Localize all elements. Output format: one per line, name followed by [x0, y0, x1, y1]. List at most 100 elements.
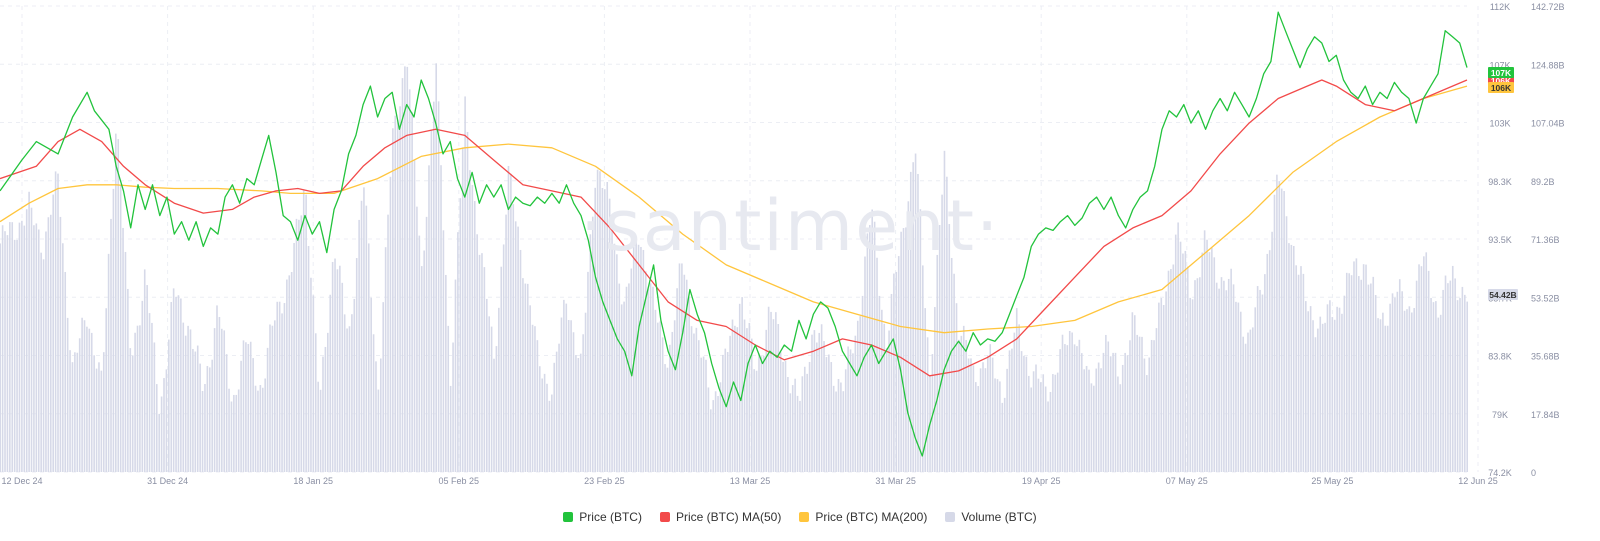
volume-bar	[1382, 312, 1384, 472]
volume-bar	[970, 358, 972, 472]
volume-bar	[801, 376, 804, 472]
volume-bar	[423, 250, 425, 472]
volume-bar	[623, 301, 625, 472]
volume-bar	[1374, 295, 1377, 472]
volume-bar	[505, 214, 507, 472]
volume-bar	[1182, 253, 1184, 472]
volume-bar	[165, 369, 168, 472]
volume-bar	[649, 283, 652, 472]
volume-bar	[519, 249, 522, 472]
volume-bar	[702, 356, 705, 472]
volume-bar	[835, 391, 837, 472]
volume-bar	[618, 283, 621, 472]
volume-bar	[454, 279, 457, 472]
volume-bar	[432, 101, 435, 472]
volume-bar	[1030, 387, 1032, 472]
volume-bar	[955, 303, 958, 472]
volume-bar	[1420, 266, 1423, 472]
y-axis-price-tick: 98.3K	[1488, 177, 1512, 187]
volume-bar	[62, 243, 64, 472]
volume-bar	[66, 317, 69, 472]
volume-bar	[772, 319, 775, 472]
volume-bar	[1027, 375, 1030, 472]
volume-bar	[543, 373, 546, 472]
volume-bar	[1105, 334, 1107, 472]
volume-bar	[211, 359, 213, 472]
volume-bar	[1367, 284, 1370, 472]
volume-bar	[1423, 256, 1425, 472]
volume-bar	[553, 362, 556, 472]
volume-bar	[637, 244, 640, 472]
volume-bar	[0, 243, 1, 472]
volume-bar	[1150, 339, 1153, 472]
volume-bar	[1011, 348, 1013, 472]
volume-bar	[1268, 250, 1271, 472]
badge-price-bg	[1488, 67, 1514, 78]
legend-item-ma200[interactable]: Price (BTC) MA(200)	[799, 510, 927, 524]
chart-canvas[interactable]: 112K107K103K98.3K93.5K88.7K83.8K79K74.2K…	[0, 0, 1600, 500]
volume-bar	[722, 354, 724, 472]
volume-bar	[363, 187, 365, 473]
volume-bar	[1451, 265, 1454, 472]
volume-bar	[1170, 269, 1172, 472]
volume-bar	[360, 200, 363, 472]
volume-bar	[890, 293, 893, 472]
legend-item-volume[interactable]: Volume (BTC)	[945, 510, 1037, 524]
volume-bar	[498, 307, 500, 472]
volume-bar	[1430, 297, 1432, 472]
volume-bar	[1264, 274, 1266, 472]
volume-bar	[1085, 365, 1088, 472]
volume-bar	[842, 391, 845, 472]
volume-bar	[1401, 291, 1403, 472]
badge-price-text: 107K	[1491, 68, 1512, 78]
volume-bar	[247, 343, 250, 472]
volume-bar	[495, 346, 498, 472]
volume-bar	[240, 360, 242, 472]
volume-bar	[1232, 284, 1235, 472]
volume-bar	[57, 173, 59, 473]
volume-bar	[389, 176, 392, 473]
volume-bar	[1307, 311, 1310, 472]
volume-bar	[974, 382, 977, 472]
volume-bar	[1437, 317, 1440, 472]
volume-bar	[1439, 314, 1442, 472]
volume-bar	[213, 328, 216, 472]
volume-bar	[1220, 277, 1223, 472]
volume-bar	[187, 325, 189, 472]
volume-bar	[141, 300, 144, 472]
volume-bar	[158, 413, 160, 472]
volume-bar	[657, 322, 659, 472]
volume-bar	[671, 331, 674, 472]
volume-bar	[1218, 288, 1220, 472]
volume-bar	[437, 101, 440, 472]
volume-bar	[322, 356, 324, 472]
volume-bar	[987, 355, 989, 472]
volume-bar	[1076, 346, 1078, 472]
volume-bar	[406, 66, 409, 472]
volume-bar	[1071, 332, 1073, 472]
volume-bar	[117, 139, 120, 472]
volume-bar	[1189, 297, 1191, 472]
x-axis-tick: 31 Dec 24	[147, 476, 188, 486]
volume-bar	[1247, 332, 1249, 472]
volume-bar	[1191, 299, 1194, 472]
volume-bar	[741, 297, 743, 472]
volume-bar	[1396, 291, 1399, 472]
volume-bar	[1454, 278, 1456, 472]
volume-bar	[1215, 282, 1218, 472]
volume-bar	[1333, 319, 1336, 472]
legend-item-price[interactable]: Price (BTC)	[563, 510, 642, 524]
volume-bar	[697, 340, 700, 472]
volume-bar	[329, 294, 332, 472]
volume-bar	[392, 128, 394, 473]
volume-bar	[1133, 315, 1136, 472]
volume-bar	[33, 225, 35, 472]
volume-bar	[139, 325, 141, 472]
volume-bar	[288, 275, 291, 472]
volume-bar	[536, 340, 539, 472]
volume-bar	[1213, 257, 1216, 472]
legend-item-ma50[interactable]: Price (BTC) MA(50)	[659, 510, 781, 524]
volume-bar	[148, 313, 151, 472]
volume-bar	[909, 171, 912, 472]
volume-bar	[1302, 273, 1305, 472]
